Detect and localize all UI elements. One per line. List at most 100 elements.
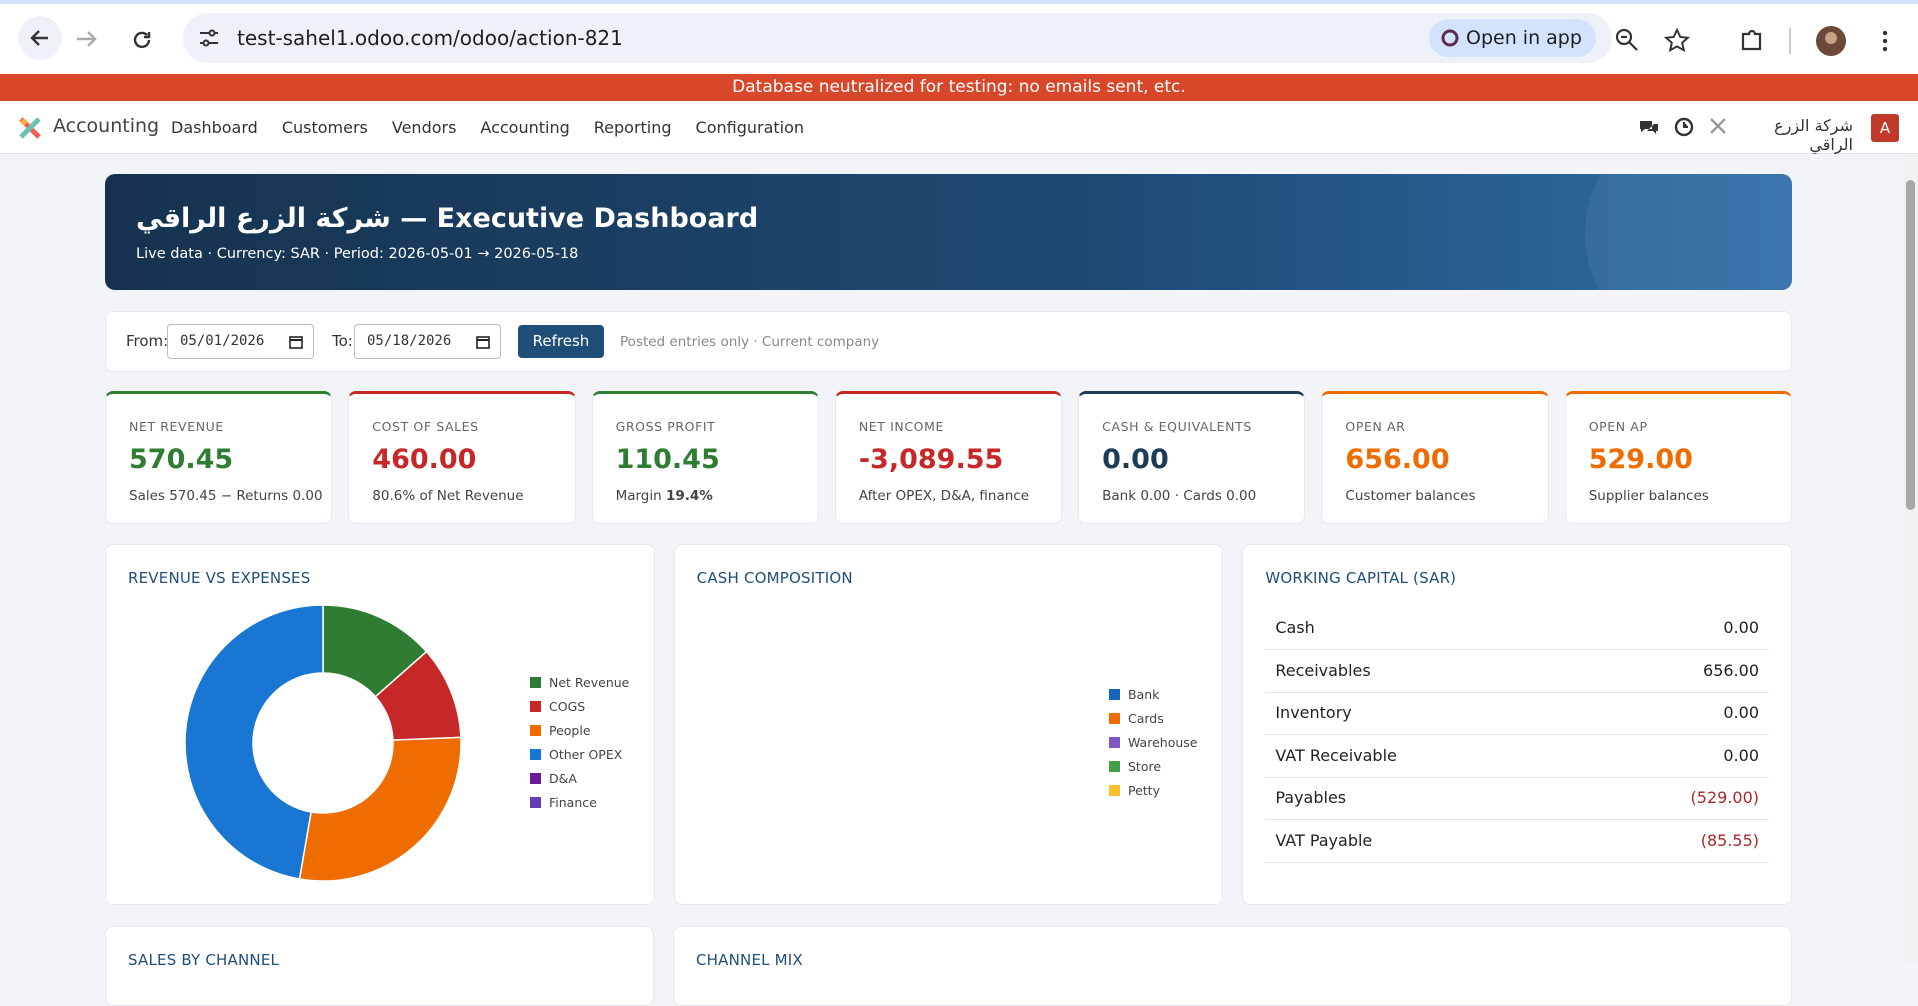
kpi-sub: Bank 0.00 · Cards 0.00	[1102, 488, 1256, 504]
reload-button[interactable]	[130, 28, 154, 52]
row-value: (529.00)	[1690, 788, 1759, 807]
kpi-card: COST OF SALES 460.00 80.6% of Net Revenue	[348, 391, 576, 524]
kpi-label: OPEN AR	[1345, 419, 1406, 434]
working-capital-card: WORKING CAPITAL (SAR) Cash 0.00 Receivables…	[1242, 544, 1792, 905]
kpi-value: -3,089.55	[858, 444, 1004, 475]
table-row: Payables (529.00)	[1265, 777, 1769, 820]
dashboard-header: شركة الزرع الراقي — Executive Dashboard …	[105, 174, 1792, 290]
kpi-value: 656.00	[1345, 444, 1450, 475]
test-banner: Database neutralized for testing: no ema…	[0, 74, 1918, 101]
kpi-label: COST OF SALES	[372, 419, 479, 434]
kpi-card: NET INCOME -3,089.55 After OPEX, D&A, fina…	[834, 391, 1063, 524]
legend-label: Bank	[1128, 687, 1160, 702]
legend-label: Net Revenue	[549, 675, 630, 690]
kpi-card: GROSS PROFIT 110.45 Margin 19.4%	[591, 391, 819, 524]
separator	[1789, 28, 1791, 54]
kpi-sub: Supplier balances	[1589, 488, 1709, 504]
kpi-card: NET REVENUE 570.45 Sales 570.45 − Returns …	[105, 391, 333, 524]
bookmark-star[interactable]	[1664, 28, 1690, 54]
kpi-sub-text: Margin	[615, 488, 662, 504]
scrollbar[interactable]	[1903, 154, 1918, 962]
legend-swatch	[1108, 785, 1120, 796]
open-in-app-button[interactable]: Open in app	[1429, 19, 1596, 57]
legend-swatch	[530, 749, 541, 760]
kpi-value: 0.00	[1102, 444, 1169, 475]
menu-item[interactable]: Customers	[281, 118, 368, 137]
menu-item[interactable]: Accounting	[480, 118, 570, 137]
address-bar[interactable]: test-sahel1.odoo.com/odoo/action-821 Ope…	[183, 13, 1612, 63]
main-menu: Dashboard Customers Vendors Accounting Repor…	[171, 101, 804, 154]
scrollbar-thumb[interactable]	[1906, 180, 1915, 510]
legend-label: COGS	[549, 699, 585, 714]
to-date-input[interactable]: 05/18/2026	[354, 324, 501, 359]
row-label: VAT Receivable	[1275, 745, 1397, 765]
chart: Net Revenue COGS People Other OPEX D&A Financ…	[184, 604, 630, 882]
kpi-sub-text: 80.6% of Net Revenue	[372, 488, 524, 504]
open-in-app-text: Open in app	[1466, 27, 1582, 49]
legend-label: Warehouse	[1128, 735, 1198, 750]
kpi-sub: Customer balances	[1345, 488, 1475, 504]
filter-note: Posted entries only · Current company	[620, 334, 880, 350]
site-info-icon[interactable]	[197, 26, 221, 50]
kpi-label: NET INCOME	[858, 419, 944, 434]
card-title: CHANNEL MIX	[696, 951, 803, 969]
back-button[interactable]	[18, 16, 62, 60]
row-label: Payables	[1275, 788, 1347, 807]
chat-icon[interactable]	[1638, 118, 1660, 138]
chart-card: CHANNEL MIX	[673, 926, 1792, 1006]
from-date-input[interactable]: 05/01/2026	[167, 324, 314, 359]
legend-swatch	[530, 677, 541, 688]
row-value: 656.00	[1703, 660, 1759, 680]
kpi-label: GROSS PROFIT	[615, 419, 716, 434]
legend-swatch	[530, 773, 541, 784]
kpi-sub-text: Customer balances	[1345, 488, 1476, 504]
kpi-sub-strong: 19.4%	[665, 488, 713, 504]
kpi-label: CASH & EQUIVALENTS	[1102, 419, 1252, 434]
menu-item[interactable]: Reporting	[593, 118, 672, 137]
debug-icon[interactable]	[1709, 117, 1727, 135]
menu-item[interactable]: Configuration	[695, 118, 805, 137]
kpi-label: OPEN AP	[1588, 419, 1648, 434]
browser-menu[interactable]	[1880, 30, 1890, 52]
app-logo[interactable]	[18, 116, 42, 140]
zoom-icon[interactable]	[1615, 28, 1639, 52]
company-switcher[interactable]: شركة الزرع الراقي	[1774, 116, 1853, 154]
refresh-button[interactable]: Refresh	[518, 325, 604, 358]
extensions-icon[interactable]	[1739, 28, 1765, 54]
kpi-card: OPEN AP 529.00 Supplier balances	[1564, 391, 1792, 524]
app-name[interactable]: Accounting	[53, 115, 160, 137]
donut-slice	[184, 604, 324, 880]
to-label: To:	[332, 332, 353, 350]
legend-label: D&A	[549, 771, 577, 786]
kpi-value: 110.45	[615, 444, 720, 475]
table-row: Receivables 656.00	[1265, 650, 1769, 693]
menu-item[interactable]: Dashboard	[171, 118, 258, 137]
activity-icon[interactable]	[1674, 117, 1694, 137]
card-title: CASH COMPOSITION	[696, 569, 853, 587]
user-avatar[interactable]: A	[1871, 114, 1899, 142]
donut-slice	[298, 736, 462, 882]
legend-label: Store	[1128, 759, 1161, 774]
kpi-card: CASH & EQUIVALENTS 0.00 Bank 0.00 · Cards …	[1078, 391, 1306, 524]
kpi-sub-text: Supplier balances	[1588, 488, 1709, 504]
forward-button[interactable]	[75, 29, 99, 49]
navbar: Accounting Dashboard Customers Vendors Acco…	[0, 101, 1918, 154]
row-value: 0.00	[1723, 703, 1759, 722]
kpi-value: 460.00	[372, 444, 477, 475]
to-date: 05/18/2026	[367, 333, 452, 349]
row-label: VAT Payable	[1275, 830, 1373, 850]
row-label: Inventory	[1275, 703, 1352, 722]
legend-swatch	[1108, 761, 1120, 772]
kpi-sub: Margin 19.4%	[616, 488, 713, 504]
kpi-sub-text: Sales 570.45 − Returns 0.00	[129, 488, 323, 504]
from-date: 05/01/2026	[180, 333, 265, 349]
url-text: test-sahel1.odoo.com/odoo/action-821	[237, 26, 623, 50]
legend-swatch	[530, 701, 541, 712]
kpi-sub-text: Bank 0.00 · Cards 0.00	[1102, 488, 1257, 504]
filter-bar: From: 05/01/2026 To: 05/18/2026 Refresh …	[105, 311, 1792, 372]
kpi-row: NET REVENUE 570.45 Sales 570.45 − Returns …	[105, 391, 1792, 524]
profile-avatar[interactable]	[1816, 26, 1846, 56]
chart-card: SALES BY CHANNEL	[105, 926, 654, 1006]
menu-item[interactable]: Vendors	[391, 118, 457, 137]
